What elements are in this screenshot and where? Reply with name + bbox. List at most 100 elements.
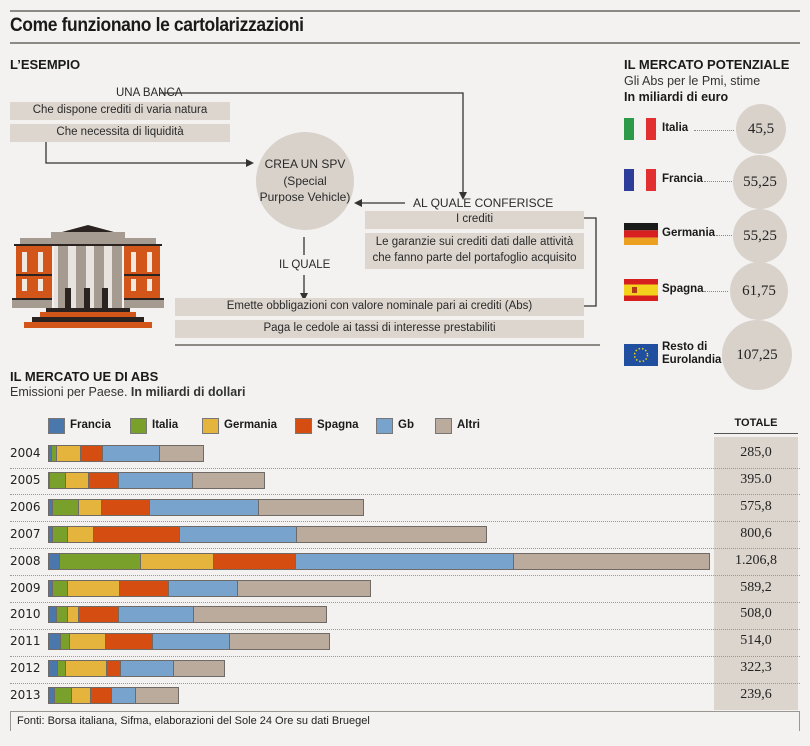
bar-segment-gb-2012 — [121, 660, 175, 678]
potential-circle-italia: 45,5 — [736, 104, 786, 154]
potential-country-francia: Francia — [662, 173, 703, 185]
title-rule — [10, 42, 800, 44]
bar-segment-germania-2012 — [66, 660, 108, 678]
spv-box-emits: Emette obbligazioni con valore nominale … — [175, 298, 584, 316]
bar-segment-altri-2004 — [159, 445, 205, 462]
row-separator — [10, 682, 800, 684]
source-note: Fonti: Borsa italiana, Sifma, elaborazio… — [10, 711, 800, 731]
bar-segment-spagna-2009 — [119, 579, 169, 597]
bar-segment-germania-2010 — [67, 606, 80, 624]
page-title: Come funzionano le cartolarizzazioni — [10, 15, 304, 36]
year-label: 2007 — [10, 526, 41, 541]
bar-segment-italia-2011 — [60, 633, 70, 651]
potential-circle-germania: 55,25 — [733, 209, 787, 263]
example-rule — [175, 344, 600, 346]
bar-segment-germania-2004 — [57, 445, 81, 462]
bar-segment-italia-2005 — [50, 471, 67, 489]
bar-segment-altri-2012 — [174, 660, 225, 678]
bar-segment-altri-2007 — [297, 525, 488, 543]
bar-segment-spagna-2013 — [90, 687, 112, 705]
bar-segment-germania-2005 — [66, 471, 90, 489]
row-separator — [10, 575, 800, 577]
potential-subtitle: Gli Abs per le Pmi, stime — [624, 74, 761, 88]
potential-country-germania: Germania — [662, 227, 716, 239]
arrow-bank-to-spv — [45, 142, 246, 164]
total-value: 514,0 — [740, 633, 772, 649]
bar-segment-gb-2011 — [153, 633, 230, 651]
legend-swatch-spagna — [295, 418, 312, 434]
bar-segment-altri-2005 — [192, 471, 265, 489]
total-value: 322,3 — [740, 660, 772, 676]
year-label: 2009 — [10, 580, 41, 595]
legend-swatch-francia — [48, 418, 65, 434]
bracket-conferisce-to-abs — [584, 217, 597, 307]
total-value: 239,6 — [740, 687, 772, 703]
potential-value-spagna: 61,75 — [742, 282, 776, 299]
potential-circle-resto: 107,25 — [722, 320, 792, 390]
row-separator — [10, 521, 800, 523]
bar-segment-francia-2006 — [48, 498, 54, 516]
bank-box-credits: Che dispone crediti di varia natura — [10, 102, 230, 120]
arrow-bank-to-conferisce — [160, 92, 464, 192]
total-value: 575,8 — [740, 498, 772, 514]
bar-segment-spagna-2010 — [79, 606, 120, 624]
bar-segment-germania-2009 — [67, 579, 120, 597]
conferisce-label: AL QUALE CONFERISCE — [413, 196, 554, 210]
legend-swatch-altri — [435, 418, 452, 434]
bar-segment-altri-2011 — [229, 633, 330, 651]
row-separator — [10, 655, 800, 657]
bar-segment-francia-2008 — [48, 552, 60, 570]
guarantees-line-2: che fanno parte del portafoglio acquisit… — [372, 252, 577, 264]
bar-segment-altri-2013 — [136, 687, 180, 705]
resto-line-1: Resto di — [662, 341, 708, 353]
year-label: 2012 — [10, 661, 41, 676]
bar-segment-italia-2007 — [52, 525, 68, 543]
spv-circle: CREA UN SPV (Special Purpose Vehicle) — [256, 132, 354, 230]
bar-segment-gb-2013 — [111, 687, 137, 705]
totals-column — [714, 437, 798, 710]
chart-subtitle-line: Emissioni per Paese. In miliardi di doll… — [10, 385, 246, 399]
bar-segment-francia-2011 — [48, 633, 61, 651]
conferisce-box-guarantees: Le garanzie sui crediti dati dalle attiv… — [365, 233, 584, 269]
bar-segment-altri-2010 — [193, 606, 327, 624]
bar-segment-francia-2012 — [48, 660, 58, 678]
bar-segment-germania-2006 — [78, 498, 102, 516]
conferisce-box-credits: I crediti — [365, 211, 584, 229]
legend-swatch-gb — [376, 418, 393, 434]
example-heading: L’ESEMPIO — [10, 57, 81, 72]
potential-value-italia: 45,5 — [747, 120, 775, 137]
bar-segment-gb-2006 — [149, 498, 259, 516]
italy-flag-icon — [624, 118, 656, 140]
row-separator — [10, 548, 800, 550]
potential-value-resto: 107,25 — [736, 346, 778, 363]
bar-segment-francia-2007 — [48, 525, 53, 543]
year-label: 2004 — [10, 446, 41, 460]
bar-segment-spagna-2008 — [214, 552, 296, 570]
top-rule — [10, 10, 800, 12]
legend-swatch-germania — [202, 418, 219, 434]
flow-arrows — [45, 92, 597, 307]
total-value: 508,0 — [740, 606, 772, 622]
bar-segment-spagna-2007 — [93, 525, 181, 543]
legend-label-francia: Francia — [70, 419, 111, 431]
spv-box-pays: Paga le cedole ai tassi di interesse pre… — [175, 320, 584, 338]
year-label: 2013 — [10, 688, 41, 703]
year-label: 2005 — [10, 472, 41, 487]
total-value: 1.206,8 — [735, 552, 777, 568]
leader-dots — [694, 130, 734, 131]
potential-country-spagna: Spagna — [662, 283, 704, 295]
bar-segment-italia-2004 — [52, 445, 58, 462]
bar-segment-altri-2008 — [513, 552, 710, 570]
bar-segment-francia-2009 — [48, 579, 54, 597]
total-value: 589,2 — [740, 579, 772, 595]
legend-label-germania: Germania — [224, 419, 278, 431]
bar-segment-gb-2008 — [295, 552, 514, 570]
bar-segment-germania-2007 — [67, 525, 94, 543]
spv-title: CREA UN SPV — [264, 156, 346, 171]
bar-segment-spagna-2004 — [80, 445, 104, 462]
legend-label-gb: Gb — [398, 419, 414, 431]
bar-segment-gb-2005 — [118, 471, 193, 489]
year-label: 2011 — [10, 634, 41, 649]
leader-dots — [716, 235, 732, 236]
total-value: 285,0 — [740, 445, 772, 460]
